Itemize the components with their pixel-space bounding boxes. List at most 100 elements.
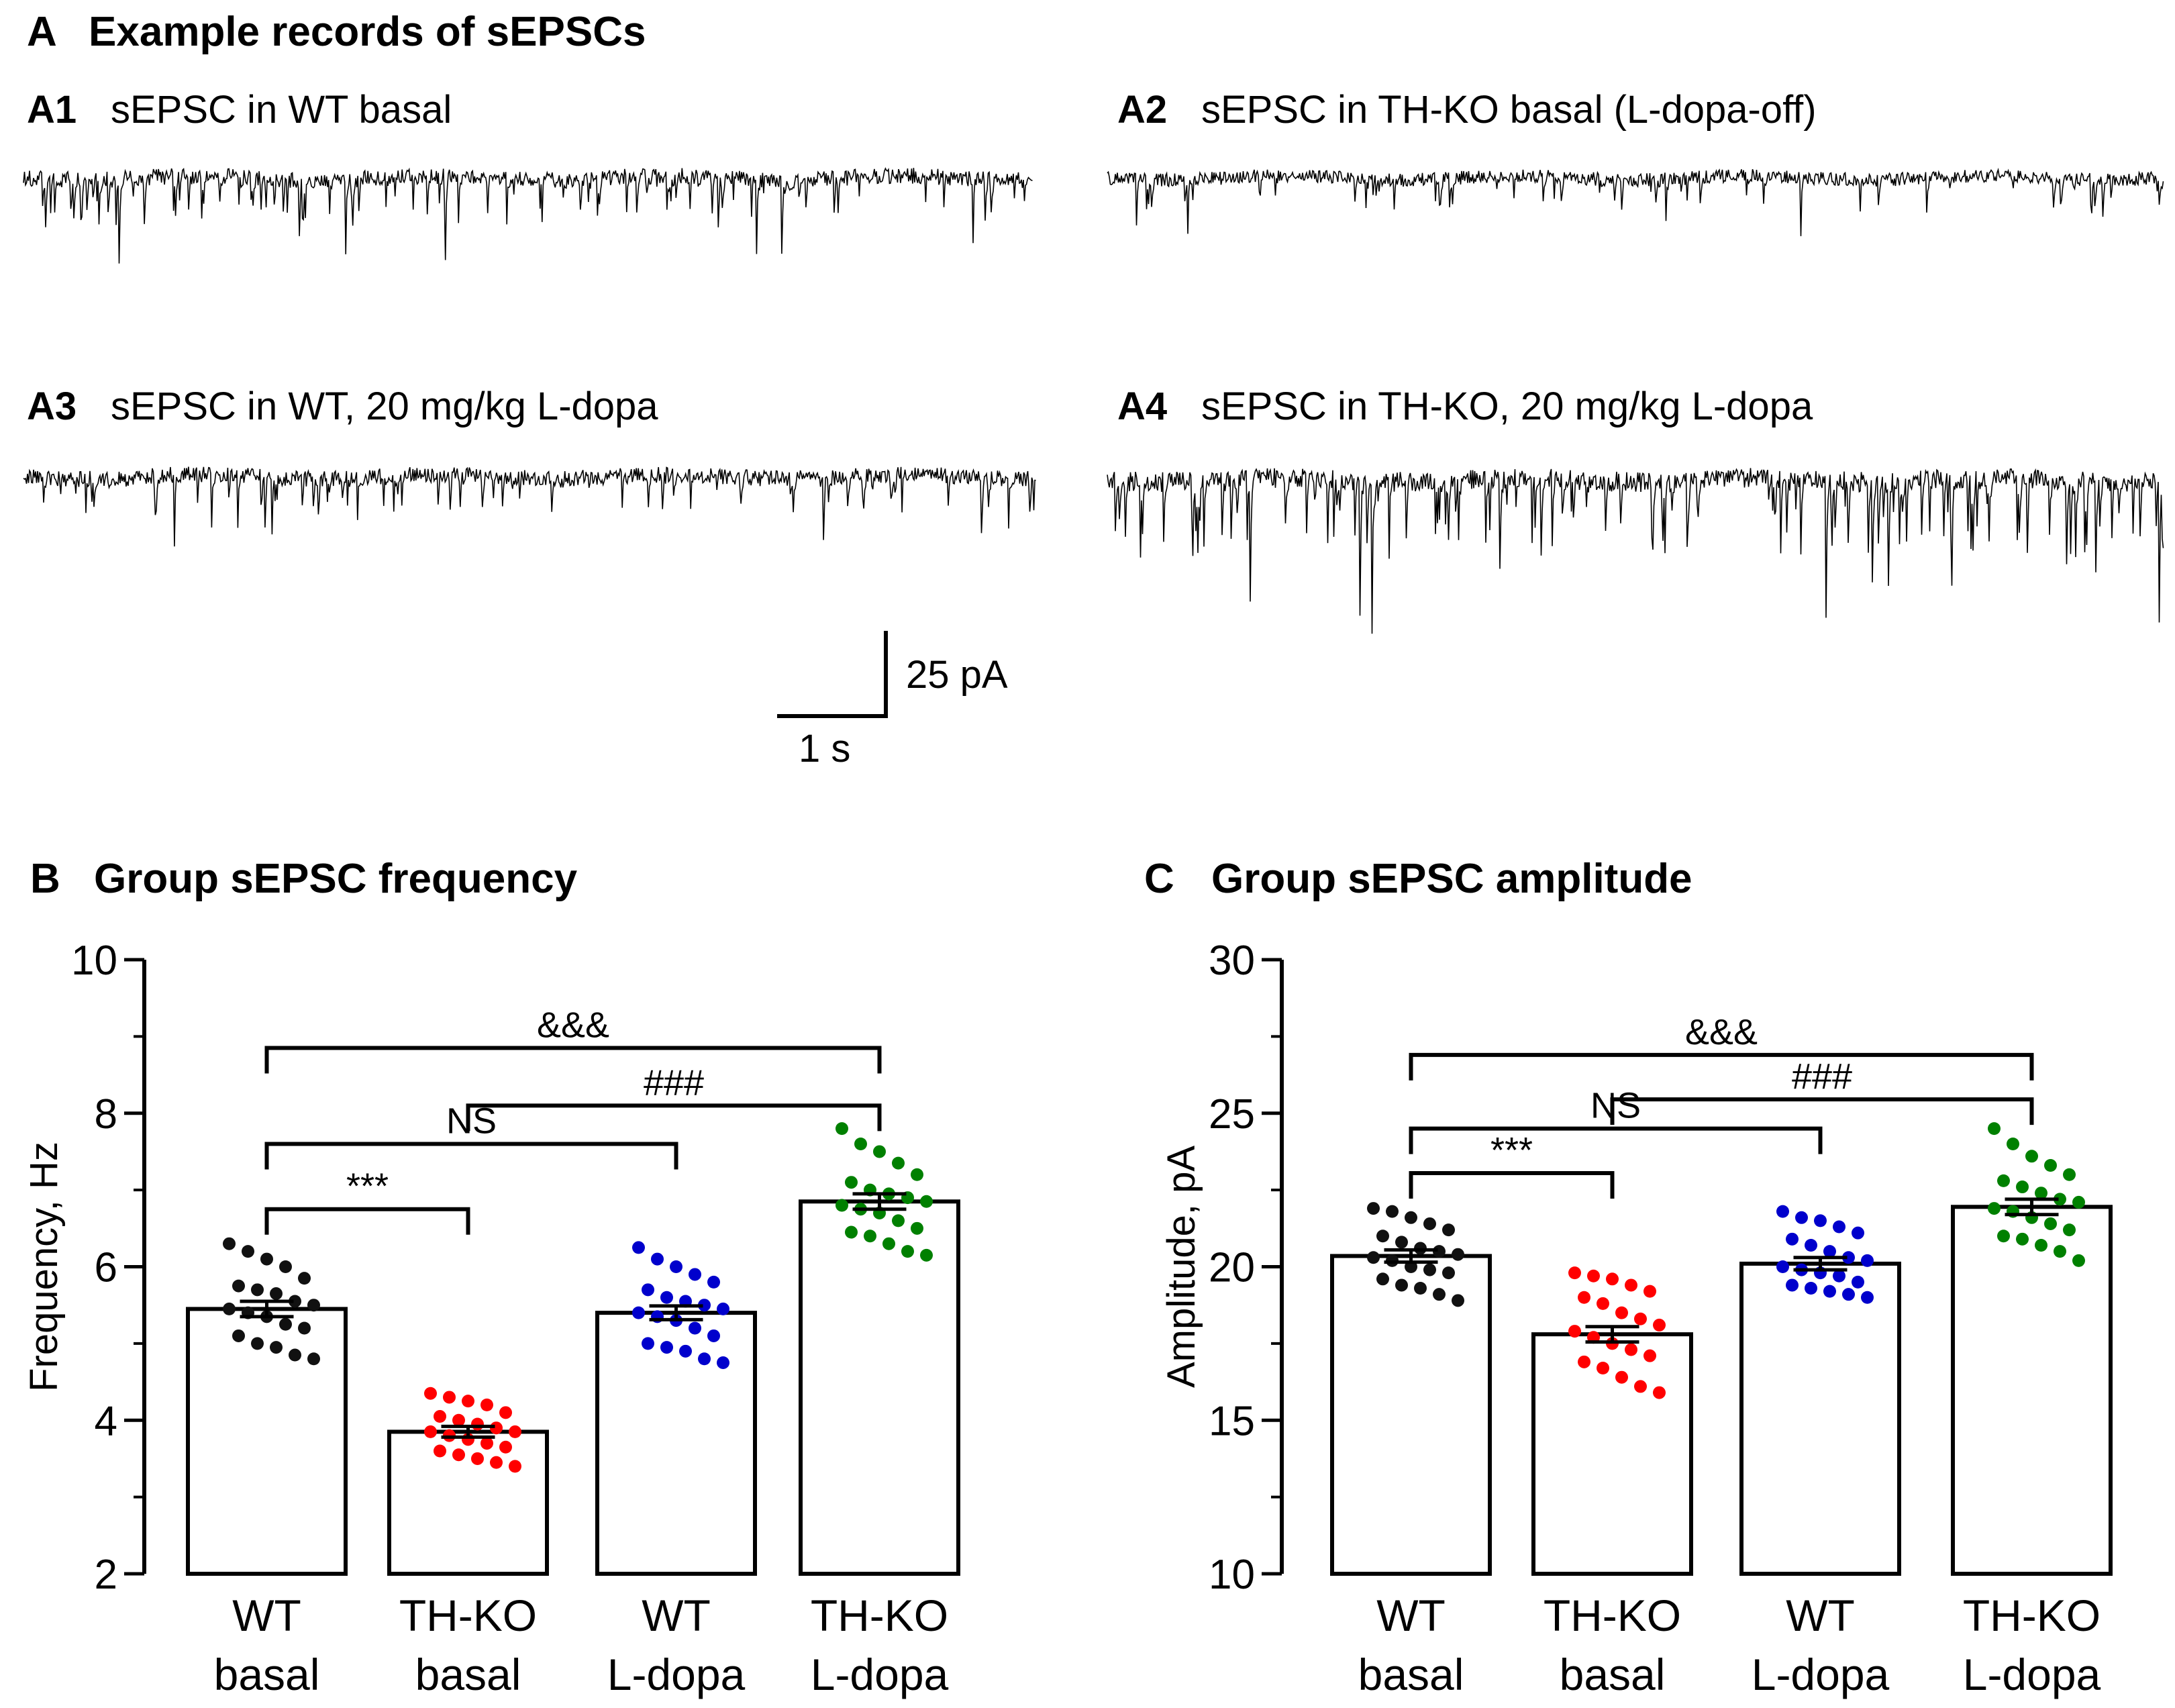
trace-id: A4 bbox=[1117, 385, 1167, 428]
data-point bbox=[901, 1245, 914, 1258]
panel-b-letter: B bbox=[30, 856, 60, 902]
trace-caption: sEPSC in TH-KO, 20 mg/kg L-dopa bbox=[1201, 385, 1813, 428]
data-point bbox=[651, 1252, 664, 1266]
data-point bbox=[1597, 1297, 1609, 1310]
data-point bbox=[1405, 1211, 1417, 1224]
data-point bbox=[707, 1275, 720, 1289]
significance-bracket bbox=[1610, 1097, 2034, 1125]
significance-label: *** bbox=[1490, 1130, 1533, 1170]
data-point bbox=[2054, 1193, 2066, 1206]
significance-bracket bbox=[264, 1207, 470, 1235]
data-point bbox=[717, 1302, 729, 1315]
data-point bbox=[471, 1417, 484, 1431]
significance-label: ### bbox=[1792, 1056, 1852, 1097]
bar bbox=[595, 1311, 757, 1576]
data-point bbox=[2035, 1187, 2047, 1200]
data-point bbox=[660, 1341, 673, 1354]
data-point bbox=[882, 1237, 895, 1250]
data-point bbox=[509, 1425, 521, 1438]
data-point bbox=[289, 1348, 301, 1362]
data-point bbox=[1597, 1361, 1609, 1374]
y-tick-label: 8 bbox=[95, 1091, 117, 1138]
data-point bbox=[1805, 1282, 1817, 1295]
data-point bbox=[845, 1176, 858, 1189]
bar bbox=[186, 1307, 348, 1576]
data-point bbox=[1988, 1202, 2001, 1215]
data-point bbox=[698, 1352, 711, 1366]
data-point bbox=[443, 1391, 456, 1404]
trace-label-a1: A1 sEPSC in WT basal bbox=[27, 88, 452, 132]
data-point bbox=[1786, 1232, 1799, 1246]
data-point bbox=[920, 1248, 933, 1262]
data-point bbox=[698, 1299, 711, 1312]
significance-label: NS bbox=[1590, 1086, 1641, 1126]
panel-a-header: A Example records of sEPSCs bbox=[27, 9, 646, 55]
data-point bbox=[911, 1221, 923, 1235]
y-tick-label: 4 bbox=[95, 1398, 117, 1444]
trace-a2 bbox=[1107, 167, 2164, 236]
data-point bbox=[1776, 1205, 1789, 1218]
data-point bbox=[1634, 1380, 1647, 1393]
data-point bbox=[1587, 1269, 1600, 1283]
scale-bar-time: 1 s bbox=[799, 727, 850, 770]
data-point bbox=[1833, 1269, 1845, 1283]
x-tick-label: basal bbox=[1560, 1650, 1666, 1699]
data-point bbox=[1861, 1254, 1874, 1267]
data-point bbox=[480, 1398, 493, 1411]
panel-b-title: Group sEPSC frequency bbox=[94, 856, 578, 902]
significance-label: ### bbox=[644, 1062, 704, 1103]
data-point bbox=[1386, 1205, 1399, 1218]
data-point bbox=[289, 1295, 301, 1308]
x-tick-label: TH-KO bbox=[811, 1591, 948, 1640]
data-point bbox=[270, 1341, 283, 1354]
data-point bbox=[1625, 1278, 1637, 1292]
data-point bbox=[689, 1268, 701, 1281]
data-point bbox=[251, 1283, 264, 1297]
data-point bbox=[911, 1168, 923, 1181]
data-point bbox=[920, 1195, 933, 1208]
trace-id: A3 bbox=[27, 385, 77, 428]
data-point bbox=[1643, 1285, 1656, 1298]
data-point bbox=[499, 1406, 512, 1419]
trace-a3 bbox=[23, 466, 1036, 547]
data-point bbox=[1568, 1325, 1581, 1338]
data-point bbox=[2044, 1159, 2057, 1172]
scale-bar-current: 25 pA bbox=[906, 653, 1008, 697]
significance-bracket bbox=[1409, 1170, 1615, 1199]
bar bbox=[1330, 1254, 1492, 1576]
data-point bbox=[679, 1344, 692, 1358]
data-point bbox=[660, 1291, 673, 1304]
data-point bbox=[1814, 1214, 1827, 1227]
x-tick-label: L-dopa bbox=[1963, 1650, 2101, 1699]
data-point bbox=[1625, 1343, 1637, 1356]
data-point bbox=[836, 1122, 848, 1136]
scale-bar-lines bbox=[777, 631, 888, 718]
data-point bbox=[509, 1460, 521, 1473]
y-tick-label: 6 bbox=[95, 1245, 117, 1291]
panel-a-title: Example records of sEPSCs bbox=[89, 9, 646, 55]
y-tick-label: 30 bbox=[1209, 938, 1255, 984]
data-point bbox=[1634, 1312, 1647, 1325]
data-point bbox=[1367, 1251, 1380, 1264]
y-axis-label: Frequency, Hz bbox=[22, 1142, 66, 1392]
data-point bbox=[2072, 1195, 2085, 1209]
bar bbox=[387, 1429, 549, 1576]
data-point bbox=[1997, 1174, 2010, 1187]
bar bbox=[1739, 1261, 1901, 1576]
data-point bbox=[864, 1229, 876, 1243]
significance-label: NS bbox=[446, 1101, 497, 1142]
data-point bbox=[1452, 1294, 1464, 1307]
data-point bbox=[434, 1410, 446, 1423]
data-point bbox=[307, 1299, 320, 1312]
x-tick-label: TH-KO bbox=[399, 1591, 537, 1640]
data-point bbox=[1568, 1266, 1581, 1280]
data-point bbox=[1423, 1217, 1436, 1230]
data-point bbox=[223, 1237, 236, 1250]
data-point bbox=[1433, 1288, 1446, 1301]
trace-label-a2: A2 sEPSC in TH-KO basal (L-dopa-off) bbox=[1117, 88, 1817, 132]
data-point bbox=[2063, 1168, 2076, 1181]
y-tick-label: 10 bbox=[1209, 1552, 1255, 1598]
x-tick-label: L-dopa bbox=[1752, 1650, 1890, 1699]
data-point bbox=[251, 1337, 264, 1350]
